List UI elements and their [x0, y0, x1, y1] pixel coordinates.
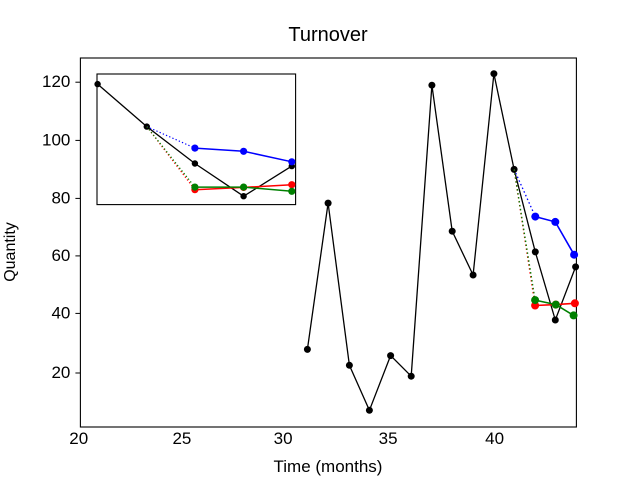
svg-text:40: 40 — [485, 429, 504, 448]
svg-text:80: 80 — [51, 188, 70, 207]
svg-text:60: 60 — [51, 246, 70, 265]
svg-text:100: 100 — [42, 130, 70, 149]
svg-text:20: 20 — [69, 429, 88, 448]
svg-text:20: 20 — [51, 363, 70, 382]
svg-text:25: 25 — [172, 429, 191, 448]
svg-text:120: 120 — [42, 72, 70, 91]
svg-text:30: 30 — [274, 429, 293, 448]
svg-text:35: 35 — [379, 429, 398, 448]
svg-text:40: 40 — [51, 303, 70, 322]
